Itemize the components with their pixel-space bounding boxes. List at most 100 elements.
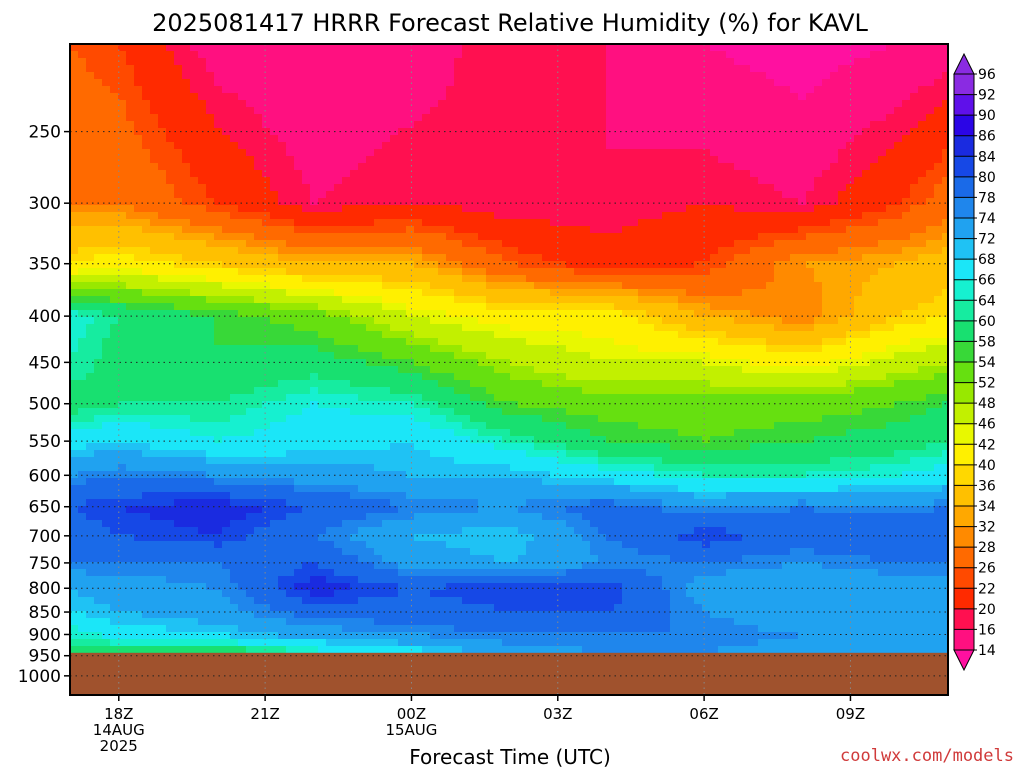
- heatmap-cell: [190, 275, 199, 283]
- heatmap-cell: [398, 485, 407, 493]
- heatmap-cell: [278, 44, 287, 52]
- heatmap-cell: [382, 184, 391, 192]
- heatmap-cell: [70, 177, 79, 185]
- heatmap-cell: [174, 352, 183, 360]
- heatmap-cell: [422, 394, 431, 402]
- heatmap-cell: [230, 590, 239, 598]
- heatmap-cell: [126, 576, 135, 584]
- heatmap-cell: [286, 289, 295, 297]
- heatmap-cell: [302, 254, 311, 262]
- heatmap-cell: [318, 618, 327, 626]
- heatmap-cell: [390, 604, 399, 612]
- heatmap-cell: [398, 149, 407, 157]
- heatmap-cell: [382, 282, 391, 290]
- heatmap-cell: [406, 247, 415, 255]
- heatmap-cell: [238, 352, 247, 360]
- heatmap-cell: [262, 443, 271, 451]
- heatmap-cell: [182, 86, 191, 94]
- heatmap-cell: [318, 422, 327, 430]
- heatmap-cell: [478, 324, 487, 332]
- heatmap-cell: [382, 534, 391, 542]
- heatmap-cell: [86, 569, 95, 577]
- heatmap-cell: [134, 541, 143, 549]
- heatmap-cell: [438, 548, 447, 556]
- heatmap-cell: [478, 604, 487, 612]
- heatmap-cell: [166, 198, 175, 206]
- heatmap-cell: [406, 618, 415, 626]
- heatmap-cell: [374, 58, 383, 66]
- heatmap-cell: [94, 44, 103, 52]
- heatmap-cell: [478, 527, 487, 535]
- heatmap-cell: [478, 352, 487, 360]
- heatmap-cell: [182, 51, 191, 59]
- heatmap-cell: [86, 303, 95, 311]
- heatmap-cell: [414, 163, 423, 171]
- heatmap-cell: [446, 79, 455, 87]
- heatmap-cell: [446, 632, 455, 640]
- heatmap-cell: [150, 401, 159, 409]
- heatmap-cell: [166, 191, 175, 199]
- heatmap-cell: [382, 233, 391, 241]
- heatmap-cell: [174, 359, 183, 367]
- heatmap-cell: [406, 289, 415, 297]
- heatmap-cell: [246, 240, 255, 248]
- heatmap-cell: [94, 576, 103, 584]
- heatmap-cell: [214, 639, 223, 647]
- heatmap-cell: [414, 422, 423, 430]
- heatmap-cell: [342, 114, 351, 122]
- heatmap-cell: [430, 583, 439, 591]
- heatmap-cell: [406, 198, 415, 206]
- heatmap-cell: [278, 226, 287, 234]
- heatmap-cell: [102, 611, 111, 619]
- heatmap-cell: [166, 590, 175, 598]
- heatmap-cell: [150, 639, 159, 647]
- heatmap-cell: [294, 51, 303, 59]
- heatmap-cell: [406, 387, 415, 395]
- heatmap-cell: [398, 191, 407, 199]
- heatmap-cell: [166, 492, 175, 500]
- heatmap-cell: [398, 366, 407, 374]
- heatmap-cell: [214, 471, 223, 479]
- heatmap-cell: [382, 275, 391, 283]
- heatmap-cell: [286, 240, 295, 248]
- heatmap-cell: [302, 289, 311, 297]
- heatmap-cell: [270, 583, 279, 591]
- heatmap-cell: [302, 597, 311, 605]
- heatmap-cell: [214, 121, 223, 129]
- heatmap-cell: [254, 527, 263, 535]
- heatmap-cell: [78, 555, 87, 563]
- heatmap-cell: [334, 65, 343, 73]
- heatmap-cell: [222, 226, 231, 234]
- heatmap-cell: [246, 401, 255, 409]
- heatmap-cell: [158, 72, 167, 80]
- heatmap-cell: [454, 555, 463, 563]
- heatmap-cell: [462, 198, 471, 206]
- heatmap-cell: [182, 317, 191, 325]
- heatmap-cell: [422, 44, 431, 52]
- heatmap-cell: [230, 415, 239, 423]
- heatmap-cell: [294, 485, 303, 493]
- heatmap-cell: [422, 506, 431, 514]
- heatmap-cell: [430, 569, 439, 577]
- heatmap-cell: [406, 282, 415, 290]
- heatmap-cell: [110, 107, 119, 115]
- heatmap-cell: [238, 86, 247, 94]
- heatmap-cell: [270, 429, 279, 437]
- heatmap-cell: [206, 331, 215, 339]
- heatmap-cell: [414, 93, 423, 101]
- heatmap-cell: [462, 282, 471, 290]
- heatmap-cell: [150, 499, 159, 507]
- heatmap-cell: [270, 345, 279, 353]
- heatmap-cell: [494, 485, 503, 493]
- heatmap-cell: [190, 618, 199, 626]
- heatmap-cell: [438, 443, 447, 451]
- heatmap-cell: [342, 261, 351, 269]
- heatmap-cell: [294, 303, 303, 311]
- heatmap-cell: [278, 359, 287, 367]
- heatmap-cell: [238, 373, 247, 381]
- heatmap-cell: [342, 156, 351, 164]
- heatmap-cell: [230, 422, 239, 430]
- heatmap-cell: [134, 93, 143, 101]
- heatmap-cell: [270, 233, 279, 241]
- heatmap-cell: [462, 352, 471, 360]
